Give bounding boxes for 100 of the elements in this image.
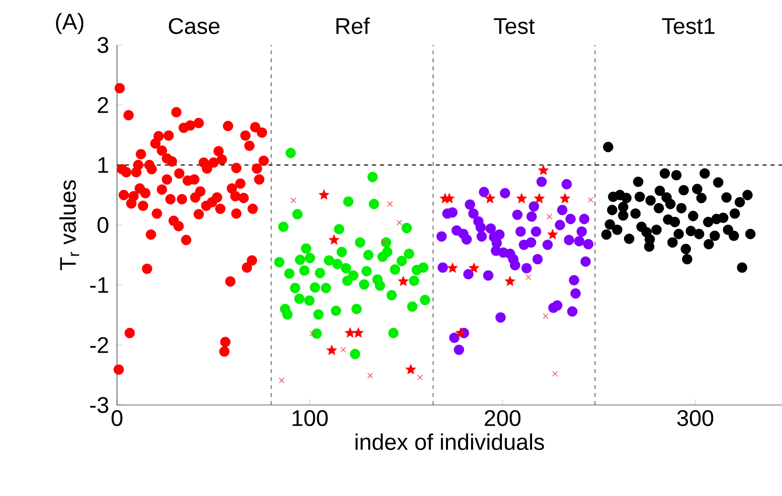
point [340,263,352,274]
y-tick-label: 3 [98,37,108,54]
point [285,148,296,158]
point [367,172,378,182]
point [728,230,740,242]
point [368,198,380,210]
point [618,210,628,221]
point [546,214,552,220]
point [444,193,454,203]
point [374,280,386,291]
point [565,214,576,224]
point [694,228,704,240]
point [319,190,329,200]
point [624,234,634,244]
x-tick-label: 300 [677,410,714,426]
text: Test [494,18,535,34]
point [651,224,662,236]
point [345,328,356,338]
y-tick-label: 1 [98,157,108,173]
point [390,264,400,275]
point [486,223,496,234]
point [408,276,420,286]
point [552,300,562,311]
point [313,309,324,320]
point [483,270,494,281]
point [367,372,373,378]
point [334,224,344,234]
point [284,268,295,279]
x-tick-label: 200 [484,410,520,426]
point [682,254,692,264]
point [700,168,710,179]
point [396,256,407,266]
point [730,208,740,219]
point [718,212,728,224]
point [495,312,506,323]
point [722,224,734,236]
point [478,186,490,198]
point [382,246,392,258]
point [294,254,306,266]
point [326,345,337,355]
point [567,306,578,317]
point [552,370,558,377]
point [278,378,284,384]
point [358,279,370,290]
point [494,229,505,240]
point [282,309,293,320]
point [633,176,644,188]
point [557,204,568,216]
point [525,274,532,280]
text: Test1 [662,18,714,34]
point [580,256,591,267]
point [448,263,458,272]
point [329,234,340,244]
text: Case [168,18,220,34]
point [526,237,536,248]
point [604,219,616,230]
point [644,241,654,252]
point [601,229,612,240]
point [654,186,665,196]
point [418,262,428,273]
point [330,306,342,316]
point [304,252,316,264]
point [560,193,570,203]
point [320,282,332,294]
point [696,192,707,204]
y-axis-title: T$_{r}$ values [59,180,80,270]
point [292,209,303,220]
point [579,214,590,224]
point [464,199,476,210]
point [536,176,547,188]
point [526,211,537,222]
point [538,165,548,175]
point [534,193,544,203]
point [274,257,284,268]
point [583,239,594,250]
point [574,236,584,246]
point [340,346,346,353]
point [554,220,566,230]
point [469,263,479,272]
point [576,226,587,237]
point [660,168,670,179]
point [670,216,680,228]
point [645,195,656,206]
point [476,231,487,242]
point [336,246,347,258]
point [528,201,540,212]
y-tick-label: -1 [90,277,108,293]
point [353,328,364,338]
point [676,203,687,214]
point [602,142,614,152]
point [294,294,305,304]
point [500,188,510,198]
point [745,228,756,240]
point [671,170,682,180]
point [404,248,414,260]
point [386,290,397,300]
point [363,250,374,260]
point [351,304,362,314]
x-axis-title: index of individuals [356,433,544,450]
y-tick-label: 0 [98,217,108,234]
